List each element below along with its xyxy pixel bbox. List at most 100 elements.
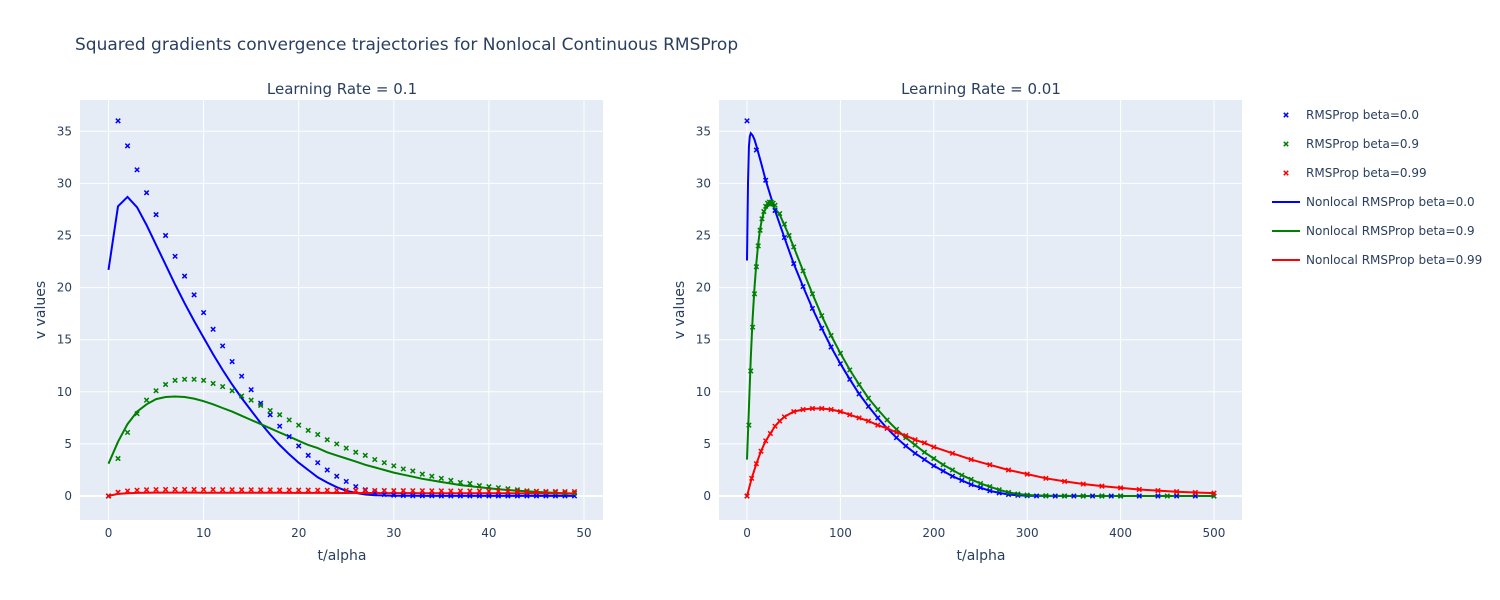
data-point[interactable]: [467, 493, 473, 499]
data-point[interactable]: [912, 442, 918, 448]
data-point[interactable]: [429, 473, 435, 479]
data-point[interactable]: [748, 368, 754, 374]
data-point[interactable]: [438, 488, 445, 494]
data-point[interactable]: [921, 456, 928, 463]
data-point[interactable]: [875, 415, 881, 421]
data-point[interactable]: [343, 478, 349, 485]
data-point[interactable]: [295, 487, 302, 493]
series-line-nonlocal-rmsprop-beta-0-9[interactable]: [746, 204, 1214, 497]
data-point[interactable]: [305, 487, 311, 493]
data-point[interactable]: [921, 449, 928, 455]
data-point[interactable]: [162, 381, 169, 388]
data-point[interactable]: [949, 450, 956, 457]
data-point[interactable]: [200, 377, 207, 384]
data-point[interactable]: [362, 487, 369, 494]
data-point[interactable]: [286, 417, 292, 423]
data-point[interactable]: [191, 486, 197, 493]
data-point[interactable]: [931, 463, 937, 469]
data-point[interactable]: [800, 283, 806, 290]
data-point[interactable]: [751, 291, 758, 297]
data-point[interactable]: [1052, 493, 1058, 499]
data-point[interactable]: [837, 408, 844, 415]
data-point[interactable]: [828, 332, 834, 339]
data-point[interactable]: [977, 484, 984, 491]
data-point[interactable]: [514, 487, 521, 493]
data-point[interactable]: [448, 477, 454, 484]
data-point[interactable]: [248, 487, 254, 493]
data-point[interactable]: [391, 492, 397, 498]
data-point[interactable]: [828, 406, 834, 413]
data-point[interactable]: [865, 395, 872, 401]
data-point[interactable]: [172, 253, 178, 260]
data-point[interactable]: [776, 418, 783, 424]
data-point[interactable]: [762, 203, 769, 210]
data-point[interactable]: [467, 480, 473, 487]
data-point[interactable]: [210, 486, 216, 493]
data-point[interactable]: [495, 493, 502, 499]
data-point[interactable]: [921, 440, 928, 446]
data-point[interactable]: [257, 487, 264, 493]
data-point[interactable]: [987, 488, 993, 494]
data-point[interactable]: [419, 487, 426, 494]
data-point[interactable]: [305, 452, 311, 459]
data-point[interactable]: [372, 456, 378, 463]
data-point[interactable]: [1080, 481, 1086, 487]
data-point[interactable]: [753, 264, 760, 270]
data-point[interactable]: [903, 432, 909, 439]
data-point[interactable]: [912, 437, 918, 443]
data-point[interactable]: [968, 456, 974, 463]
data-point[interactable]: [996, 487, 1002, 493]
data-point[interactable]: [162, 232, 169, 239]
data-point[interactable]: [1099, 483, 1105, 489]
data-point[interactable]: [865, 418, 872, 424]
data-point[interactable]: [1024, 471, 1030, 477]
data-point[interactable]: [105, 493, 112, 499]
data-point[interactable]: [153, 486, 159, 493]
data-point[interactable]: [267, 487, 273, 493]
data-point[interactable]: [486, 493, 492, 499]
data-point[interactable]: [1136, 486, 1143, 493]
data-point[interactable]: [1173, 493, 1180, 499]
data-point[interactable]: [410, 487, 416, 494]
data-point[interactable]: [276, 423, 283, 429]
data-point[interactable]: [286, 433, 292, 440]
legend-item[interactable]: Nonlocal RMSProp beta=0.0: [1272, 195, 1475, 209]
data-point[interactable]: [324, 487, 330, 493]
data-point[interactable]: [790, 244, 797, 250]
data-point[interactable]: [949, 473, 956, 479]
data-point[interactable]: [949, 467, 956, 473]
data-point[interactable]: [1071, 493, 1077, 499]
data-point[interactable]: [314, 487, 321, 493]
data-point[interactable]: [1099, 493, 1105, 499]
data-point[interactable]: [219, 343, 226, 349]
data-point[interactable]: [533, 488, 540, 495]
data-point[interactable]: [931, 444, 937, 450]
data-point[interactable]: [1192, 489, 1199, 496]
data-point[interactable]: [276, 412, 283, 418]
data-point[interactable]: [524, 493, 530, 499]
data-point[interactable]: [762, 438, 769, 444]
data-point[interactable]: [238, 393, 245, 399]
data-point[interactable]: [772, 202, 778, 208]
data-point[interactable]: [772, 423, 778, 429]
data-point[interactable]: [746, 422, 752, 428]
data-point[interactable]: [248, 386, 254, 393]
data-point[interactable]: [772, 207, 778, 214]
data-point[interactable]: [1080, 493, 1086, 499]
data-point[interactable]: [295, 443, 302, 449]
legend-item[interactable]: RMSProp beta=0.99: [1283, 166, 1427, 180]
data-point[interactable]: [1005, 467, 1012, 473]
data-point[interactable]: [334, 487, 340, 494]
data-point[interactable]: [124, 143, 131, 149]
data-point[interactable]: [124, 429, 131, 436]
data-point[interactable]: [562, 488, 568, 495]
data-point[interactable]: [761, 208, 767, 215]
data-point[interactable]: [200, 309, 207, 316]
data-point[interactable]: [191, 376, 197, 383]
data-point[interactable]: [391, 463, 397, 469]
data-point[interactable]: [391, 487, 397, 494]
data-point[interactable]: [776, 210, 783, 217]
data-point[interactable]: [1015, 492, 1021, 499]
legend-item[interactable]: Nonlocal RMSProp beta=0.99: [1272, 253, 1482, 267]
data-point[interactable]: [912, 450, 918, 457]
